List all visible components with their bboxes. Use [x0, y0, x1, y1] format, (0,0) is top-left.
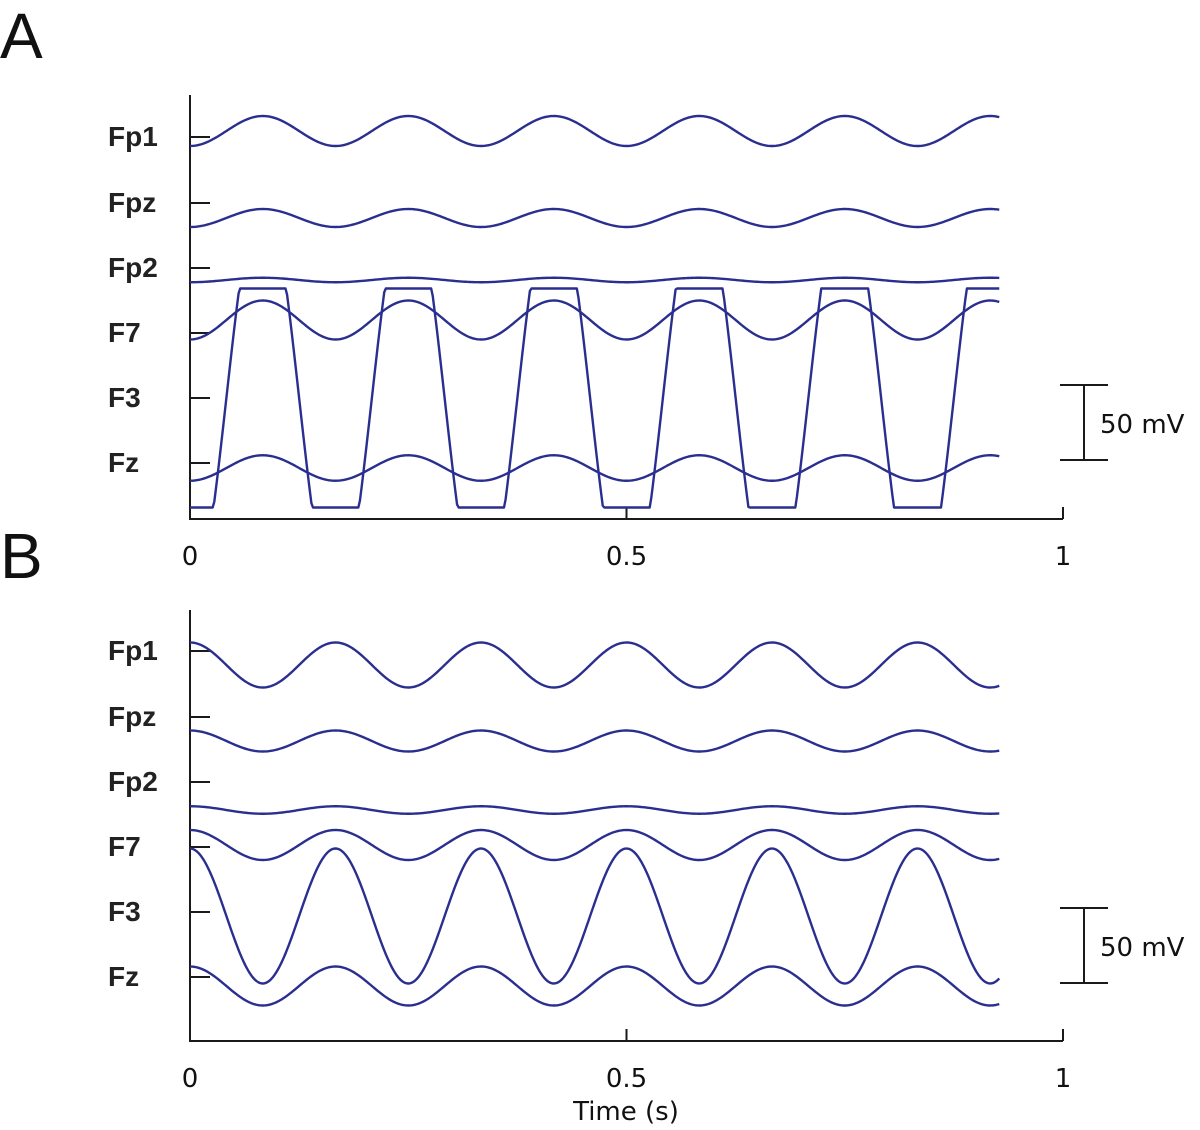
x-tick-label: 0.5: [606, 542, 647, 572]
x-tick-label: 1: [1055, 1064, 1072, 1094]
x-tick-label: 1: [1055, 542, 1072, 572]
panel-letter-b: B: [0, 520, 43, 592]
channel-label: F7: [108, 831, 141, 862]
scale-bar: 50 mV: [1060, 907, 1185, 984]
channel-label: Fz: [108, 961, 139, 992]
traces: [189, 114, 1000, 509]
channel-label: Fpz: [108, 187, 156, 218]
scale-bar: 50 mV: [1060, 384, 1185, 461]
channel-label: Fz: [108, 447, 139, 478]
x-tick-label: 0: [182, 1064, 199, 1094]
x-ticks: 0 0.5 1: [182, 1029, 1072, 1094]
trace-fpz: [189, 729, 1000, 753]
trace-f3: [189, 847, 1001, 985]
x-tick-label: 0: [182, 542, 199, 572]
trace-fpz: [189, 207, 1000, 229]
channel-label: Fp1: [108, 635, 158, 666]
channel-label: Fp2: [108, 252, 158, 283]
channel-labels: Fp1 Fpz Fp2 F7 F3 Fz: [108, 121, 158, 478]
trace-fp2: [189, 276, 1000, 284]
channel-label: F7: [108, 317, 141, 348]
channel-label: F3: [108, 382, 141, 413]
trace-fz: [189, 454, 1000, 482]
channel-label: Fp2: [108, 766, 158, 797]
channel-label: Fp1: [108, 121, 158, 152]
channel-label: F3: [108, 896, 141, 927]
scale-bar-label: 50 mV: [1100, 410, 1185, 440]
channel-labels: Fp1 Fpz Fp2 F7 F3 Fz: [108, 635, 158, 992]
trace-fp2: [189, 805, 1000, 815]
x-ticks: 0 0.5 1: [182, 507, 1072, 572]
channel-ticks: [190, 136, 210, 464]
scale-bar-label: 50 mV: [1100, 933, 1185, 963]
panel-letter-a: A: [0, 0, 43, 72]
trace-f7: [189, 299, 1000, 341]
channel-label: Fpz: [108, 701, 156, 732]
trace-f7: [189, 828, 1000, 862]
trace-fp1: [189, 641, 1000, 689]
x-tick-label: 0.5: [606, 1064, 647, 1094]
trace-fp1: [189, 114, 1000, 148]
trace-f3: [190, 287, 1000, 509]
traces: [189, 641, 1001, 1007]
trace-fz: [189, 965, 1000, 1007]
channel-ticks: [190, 650, 210, 978]
x-axis-title: Time (s): [572, 1097, 679, 1127]
